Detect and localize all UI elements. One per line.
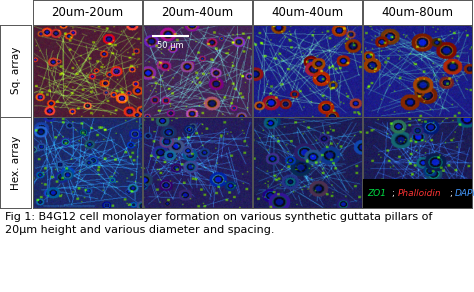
Text: 20um-40um: 20um-40um [161, 6, 233, 19]
Text: 40um-80um: 40um-80um [382, 6, 454, 19]
Text: 20um-20um: 20um-20um [51, 6, 123, 19]
Text: 40um-40um: 40um-40um [272, 6, 344, 19]
Text: Fig 1: B4G12 cell monolayer formation on various synthetic guttata pillars of
20: Fig 1: B4G12 cell monolayer formation on… [5, 212, 432, 235]
Text: 50 μm: 50 μm [157, 41, 183, 50]
Text: Hex. array: Hex. array [10, 136, 21, 190]
Text: Sq. array: Sq. array [10, 47, 21, 95]
